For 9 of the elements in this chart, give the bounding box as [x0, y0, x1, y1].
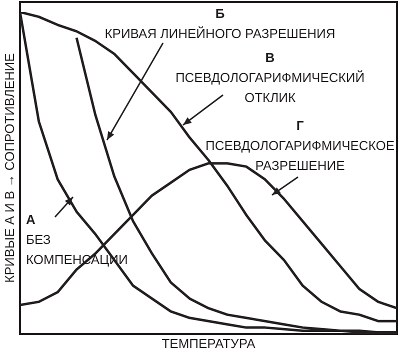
x-axis-title: ТЕМПЕРАТУРА [160, 335, 256, 353]
annotation: ПСЕВДОЛОГАРИФМИЧЕСКОЕ РАЗРЕШЕНИЕ [204, 137, 396, 175]
annotation: А [26, 211, 36, 229]
annotation: ПСЕВДОЛОГАРИФМИЧЕСКИЙ ОТКЛИК [174, 69, 366, 107]
annotation: В [265, 49, 275, 67]
annotation: Г [296, 117, 304, 135]
annotation: КРИВАЯ ЛИНЕЙНОГО РАЗРЕШЕНИЯ [104, 25, 336, 43]
y-axis-title: КРИВЫЕ А И В → СОПРОТИВЛЕНИЕ [1, 52, 18, 285]
annotation: Б [215, 5, 225, 23]
